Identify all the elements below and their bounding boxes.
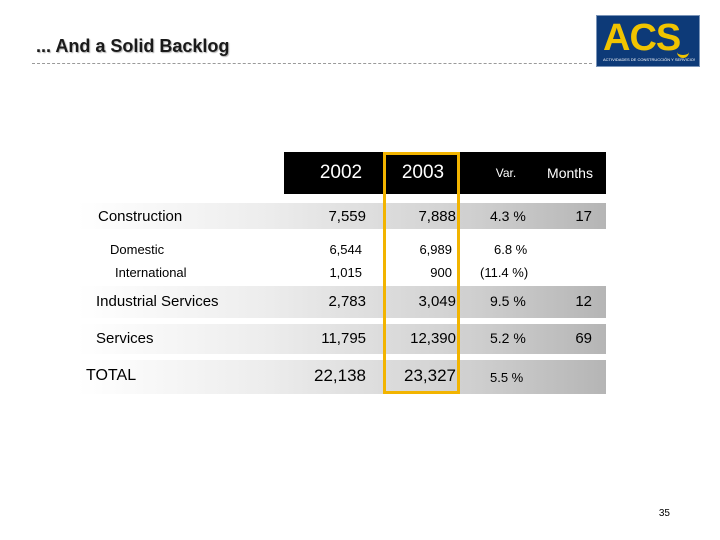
row-label-industrial-services: Industrial Services [96,293,219,310]
row-label-construction: Construction [98,208,183,225]
row-band-services [78,324,606,354]
header-months: Months [547,165,593,181]
slide-title: ... And a Solid Backlog [36,36,230,56]
variation-total: 5.5 % [490,370,524,385]
months-services: 69 [575,330,592,347]
value-2002-construction: 7,559 [328,208,366,225]
variation-construction: 4.3 % [490,208,526,224]
row-band-industrial-services [78,286,606,318]
value-2002-industrial-services: 2,783 [328,293,366,310]
header-2003: 2003 [401,162,445,183]
logo-swoosh-icon [677,46,689,58]
months-industrial-services: 12 [575,293,592,310]
variation-services: 5.2 % [490,330,526,346]
value-2003-industrial-services: 3,049 [418,293,456,310]
value-2002-domestic: 6,544 [329,242,362,257]
value-2003-construction: 7,888 [418,208,456,225]
row-label-services: Services [96,330,154,347]
row-label-domestic: Domestic [110,242,165,257]
row-band-construction [78,203,606,229]
variation-industrial-services: 9.5 % [490,293,526,309]
logo-wordmark: ACS [603,17,681,59]
title-divider [32,63,592,64]
row-label-international: International [115,265,187,280]
value-2003-total: 23,327 [404,366,456,385]
header-2002: 2002 [319,162,363,183]
page-number: 35 [658,508,670,519]
logo-subtitle: ACTIVIDADES DE CONSTRUCCIÓN Y SERVICIOS [603,57,695,62]
months-construction: 17 [575,208,592,225]
acs-logo: ACS ACTIVIDADES DE CONSTRUCCIÓN Y SERVIC… [596,15,700,67]
row-label-total: TOTAL [86,367,137,384]
value-2003-services: 12,390 [410,330,456,347]
value-2002-international: 1,015 [329,265,362,280]
variation-international: (11.4 %) [480,265,529,280]
variation-domestic: 6.8 % [494,242,528,257]
value-2002-services: 11,795 [321,330,366,347]
header-variation: Var. [495,166,517,180]
row-band-total [78,360,606,394]
value-2003-international: 900 [430,265,452,280]
value-2002-total: 22,138 [314,366,366,385]
table-header-bar [284,152,606,194]
value-2003-domestic: 6,989 [419,242,452,257]
